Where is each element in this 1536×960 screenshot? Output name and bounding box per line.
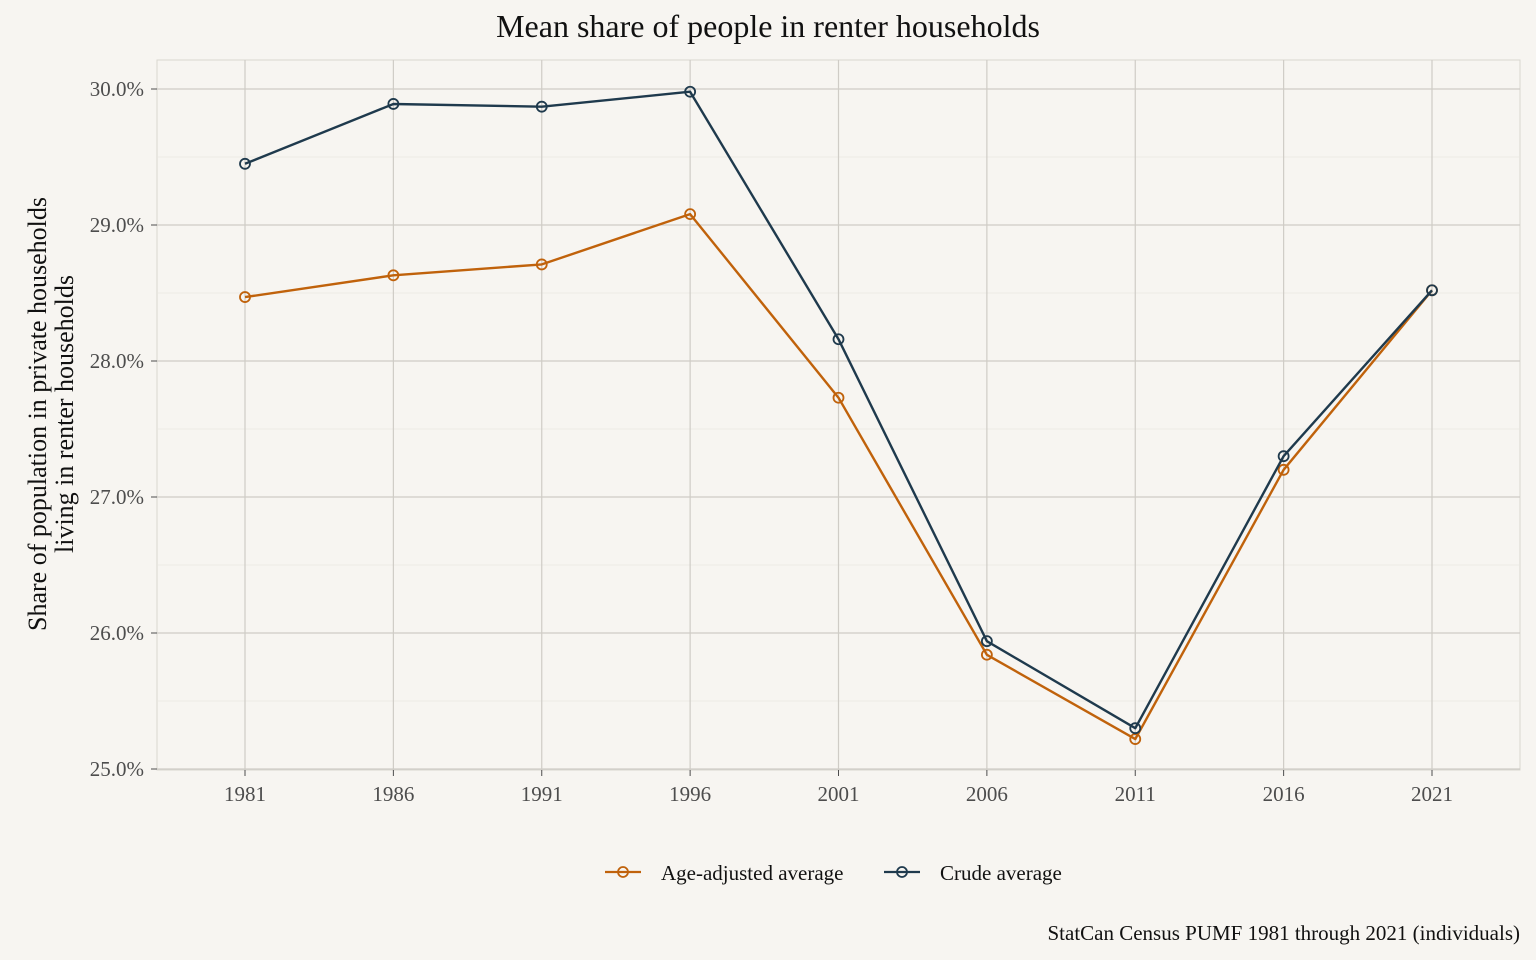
x-tick-label: 2021 [1411, 782, 1453, 806]
x-tick-label: 2016 [1263, 782, 1305, 806]
y-axis-label: Share of population in private household… [23, 197, 79, 631]
legend-item-crude: Crude average [884, 861, 1062, 885]
legend-label-crude: Crude average [940, 861, 1062, 885]
series-1-point [387, 98, 400, 110]
y-tick-label: 28.0% [90, 349, 144, 373]
series-1-point [1426, 284, 1438, 297]
legend-swatch-marker [896, 866, 908, 878]
series-0-point [535, 258, 548, 271]
series-1-point [535, 100, 548, 113]
series-line-1 [244, 90, 1433, 730]
x-tick-label: 2006 [966, 782, 1008, 806]
series-1-point [832, 333, 845, 346]
series-lines [239, 85, 1438, 745]
axes: 25.0% 26.0% 27.0% 28.0% 29.0% 30.0% 1981 1986 19… [90, 77, 1453, 806]
series-0-point [239, 291, 251, 303]
x-tick-label: 1986 [372, 782, 414, 806]
legend: Age-adjusted average Crude average [605, 861, 1062, 885]
chart-title: Mean share of people in renter household… [496, 8, 1040, 44]
y-axis-label-line-1: Share of population in private household… [23, 197, 52, 631]
legend-swatch-marker [617, 866, 629, 878]
y-tick-label: 26.0% [90, 621, 144, 645]
series-0-point [832, 391, 845, 404]
x-tick-label: 2011 [1115, 782, 1156, 806]
x-tick-label: 1981 [224, 782, 266, 806]
series-1-point [239, 157, 251, 170]
series-0-point [1277, 463, 1290, 476]
chart-caption: StatCan Census PUMF 1981 through 2021 (i… [1047, 921, 1520, 945]
series-line-0 [244, 212, 1433, 741]
x-tick-label: 1996 [669, 782, 711, 806]
y-tick-label: 25.0% [90, 757, 144, 781]
legend-item-age-adjusted: Age-adjusted average [605, 861, 844, 885]
series-0-point [684, 208, 697, 221]
series-0-point [387, 269, 400, 282]
series-1-point [980, 635, 993, 648]
series-1-point [1277, 450, 1290, 463]
y-axis-label-line-2: living in renter households [50, 275, 79, 553]
legend-label-age-adjusted: Age-adjusted average [661, 861, 844, 885]
series-0-point [980, 648, 993, 661]
series-1-point [1129, 722, 1142, 735]
series-1-point [684, 85, 697, 98]
y-tick-label: 27.0% [90, 485, 144, 509]
y-tick-label: 29.0% [90, 213, 144, 237]
x-tick-label: 1991 [521, 782, 563, 806]
x-tick-label: 2001 [818, 782, 860, 806]
y-tick-label: 30.0% [90, 77, 144, 101]
grid [156, 59, 1521, 771]
